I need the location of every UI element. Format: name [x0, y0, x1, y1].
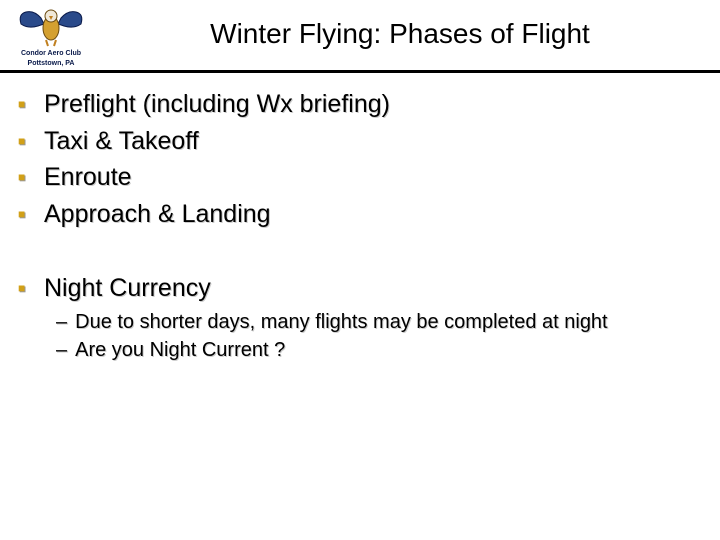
bullet-text: Taxi & Takeoff	[44, 125, 199, 158]
dash-bullet-icon: –	[56, 337, 67, 363]
list-item: ■ Enroute	[18, 161, 690, 194]
logo-text-line1: Condor Aero Club	[6, 50, 96, 58]
bullet-group-1: ■ Preflight (including Wx briefing) ■ Taxi …	[18, 88, 690, 230]
dash-bullet-icon: –	[56, 309, 67, 335]
logo-text-line2: Pottstown, PA	[6, 60, 96, 68]
list-item: ■ Night Currency	[18, 272, 690, 305]
condor-logo-icon	[16, 4, 86, 48]
content-area: ■ Preflight (including Wx briefing) ■ Taxi …	[18, 88, 690, 365]
list-item: ■ Taxi & Takeoff	[18, 125, 690, 158]
sub-bullet-text: Due to shorter days, many flights may be…	[75, 309, 608, 335]
sub-list-item: –Are you Night Current ?	[56, 337, 690, 363]
logo-area: Condor Aero Club Pottstown, PA	[6, 4, 96, 67]
sub-list: –Due to shorter days, many flights may b…	[56, 309, 690, 363]
title-underline	[0, 70, 720, 73]
bullet-text: Enroute	[44, 161, 132, 194]
bullet-text: Preflight (including Wx briefing)	[44, 88, 390, 121]
square-bullet-icon: ■	[18, 208, 30, 220]
square-bullet-icon: ■	[18, 98, 30, 110]
sub-list-item: –Due to shorter days, many flights may b…	[56, 309, 690, 335]
bullet-group-2: ■ Night Currency –Due to shorter days, man…	[18, 272, 690, 363]
square-bullet-icon: ■	[18, 171, 30, 183]
group-spacer	[18, 234, 690, 272]
bullet-text: Night Currency	[44, 272, 211, 305]
square-bullet-icon: ■	[18, 135, 30, 147]
list-item: ■ Preflight (including Wx briefing)	[18, 88, 690, 121]
sub-bullet-text: Are you Night Current ?	[75, 337, 285, 363]
bullet-text: Approach & Landing	[44, 198, 271, 231]
square-bullet-icon: ■	[18, 282, 30, 294]
list-item: ■ Approach & Landing	[18, 198, 690, 231]
slide-title: Winter Flying: Phases of Flight	[100, 18, 700, 50]
